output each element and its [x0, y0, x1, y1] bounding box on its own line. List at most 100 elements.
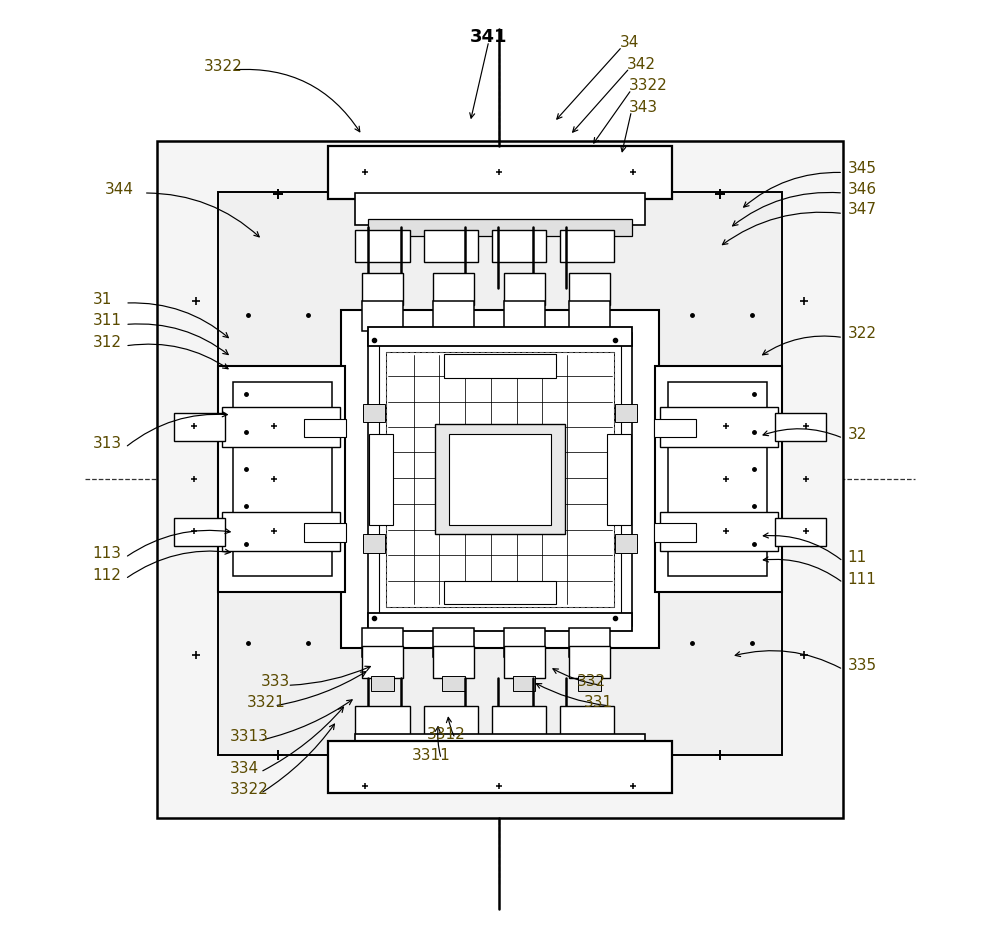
- Bar: [362, 301, 403, 331]
- Text: 322: 322: [848, 326, 877, 341]
- Bar: [174, 519, 225, 547]
- Text: 111: 111: [848, 571, 877, 586]
- Bar: [513, 676, 535, 691]
- Bar: [328, 146, 672, 199]
- Text: 341: 341: [470, 28, 508, 46]
- Bar: [368, 327, 632, 346]
- Text: 32: 32: [848, 427, 867, 442]
- Text: 313: 313: [93, 436, 122, 451]
- Text: 333: 333: [261, 674, 291, 689]
- Bar: [504, 646, 545, 678]
- Bar: [355, 193, 645, 225]
- Bar: [371, 676, 394, 691]
- Bar: [304, 523, 346, 542]
- Bar: [660, 512, 778, 551]
- Text: 335: 335: [848, 658, 877, 673]
- Bar: [433, 273, 474, 305]
- Bar: [668, 383, 767, 576]
- Text: 3311: 3311: [411, 748, 450, 763]
- Bar: [328, 741, 672, 794]
- Bar: [449, 433, 551, 525]
- Text: 3321: 3321: [246, 695, 285, 710]
- Bar: [607, 433, 631, 525]
- Text: 344: 344: [105, 182, 134, 197]
- Bar: [362, 628, 403, 658]
- Text: 3322: 3322: [629, 78, 667, 93]
- Bar: [444, 581, 556, 604]
- Bar: [222, 407, 340, 446]
- Text: 34: 34: [619, 36, 639, 51]
- Bar: [363, 403, 385, 422]
- Bar: [504, 628, 545, 658]
- Bar: [369, 433, 393, 525]
- Bar: [355, 734, 645, 765]
- Bar: [492, 705, 546, 737]
- Bar: [569, 273, 610, 305]
- Text: 112: 112: [93, 567, 121, 582]
- Text: 347: 347: [848, 203, 877, 218]
- Text: 3313: 3313: [230, 729, 268, 744]
- Bar: [368, 613, 632, 631]
- Bar: [444, 355, 556, 378]
- Text: 332: 332: [576, 674, 606, 689]
- Bar: [304, 418, 346, 437]
- Bar: [174, 413, 225, 441]
- Bar: [569, 301, 610, 331]
- Bar: [654, 418, 696, 437]
- Bar: [569, 646, 610, 678]
- Text: 311: 311: [93, 313, 122, 328]
- Bar: [433, 628, 474, 658]
- Text: 3322: 3322: [230, 782, 268, 797]
- Bar: [775, 519, 826, 547]
- Bar: [424, 705, 478, 737]
- Bar: [222, 512, 340, 551]
- Bar: [569, 628, 610, 658]
- Text: 334: 334: [230, 761, 259, 776]
- Bar: [218, 192, 782, 755]
- Bar: [355, 231, 410, 262]
- Bar: [433, 301, 474, 331]
- Bar: [233, 383, 332, 576]
- Bar: [655, 367, 782, 592]
- Bar: [368, 333, 632, 626]
- Bar: [513, 301, 535, 312]
- Bar: [368, 219, 632, 235]
- Bar: [157, 141, 843, 818]
- Bar: [218, 367, 345, 592]
- Bar: [363, 535, 385, 552]
- Text: 31: 31: [93, 292, 112, 307]
- Bar: [578, 301, 601, 312]
- Bar: [578, 676, 601, 691]
- Text: 11: 11: [848, 550, 867, 565]
- Bar: [424, 231, 478, 262]
- Text: 342: 342: [627, 57, 656, 72]
- Bar: [371, 301, 394, 312]
- Bar: [560, 705, 614, 737]
- Bar: [341, 310, 659, 648]
- Text: 3312: 3312: [427, 727, 466, 742]
- Bar: [654, 523, 696, 542]
- Bar: [433, 646, 474, 678]
- Text: 312: 312: [93, 335, 122, 350]
- Bar: [492, 231, 546, 262]
- Bar: [379, 345, 621, 613]
- Text: 331: 331: [584, 695, 613, 710]
- Bar: [560, 231, 614, 262]
- Bar: [442, 301, 465, 312]
- Bar: [362, 646, 403, 678]
- Bar: [615, 535, 637, 552]
- Bar: [504, 301, 545, 331]
- Bar: [775, 413, 826, 441]
- Text: 113: 113: [93, 546, 122, 561]
- Bar: [362, 273, 403, 305]
- Text: 345: 345: [848, 161, 877, 176]
- Text: 343: 343: [629, 99, 658, 114]
- Bar: [386, 352, 614, 607]
- Bar: [615, 403, 637, 422]
- Text: 346: 346: [848, 182, 877, 197]
- Bar: [355, 705, 410, 737]
- Bar: [660, 407, 778, 446]
- Bar: [504, 273, 545, 305]
- Bar: [442, 676, 465, 691]
- Text: 3322: 3322: [203, 59, 242, 74]
